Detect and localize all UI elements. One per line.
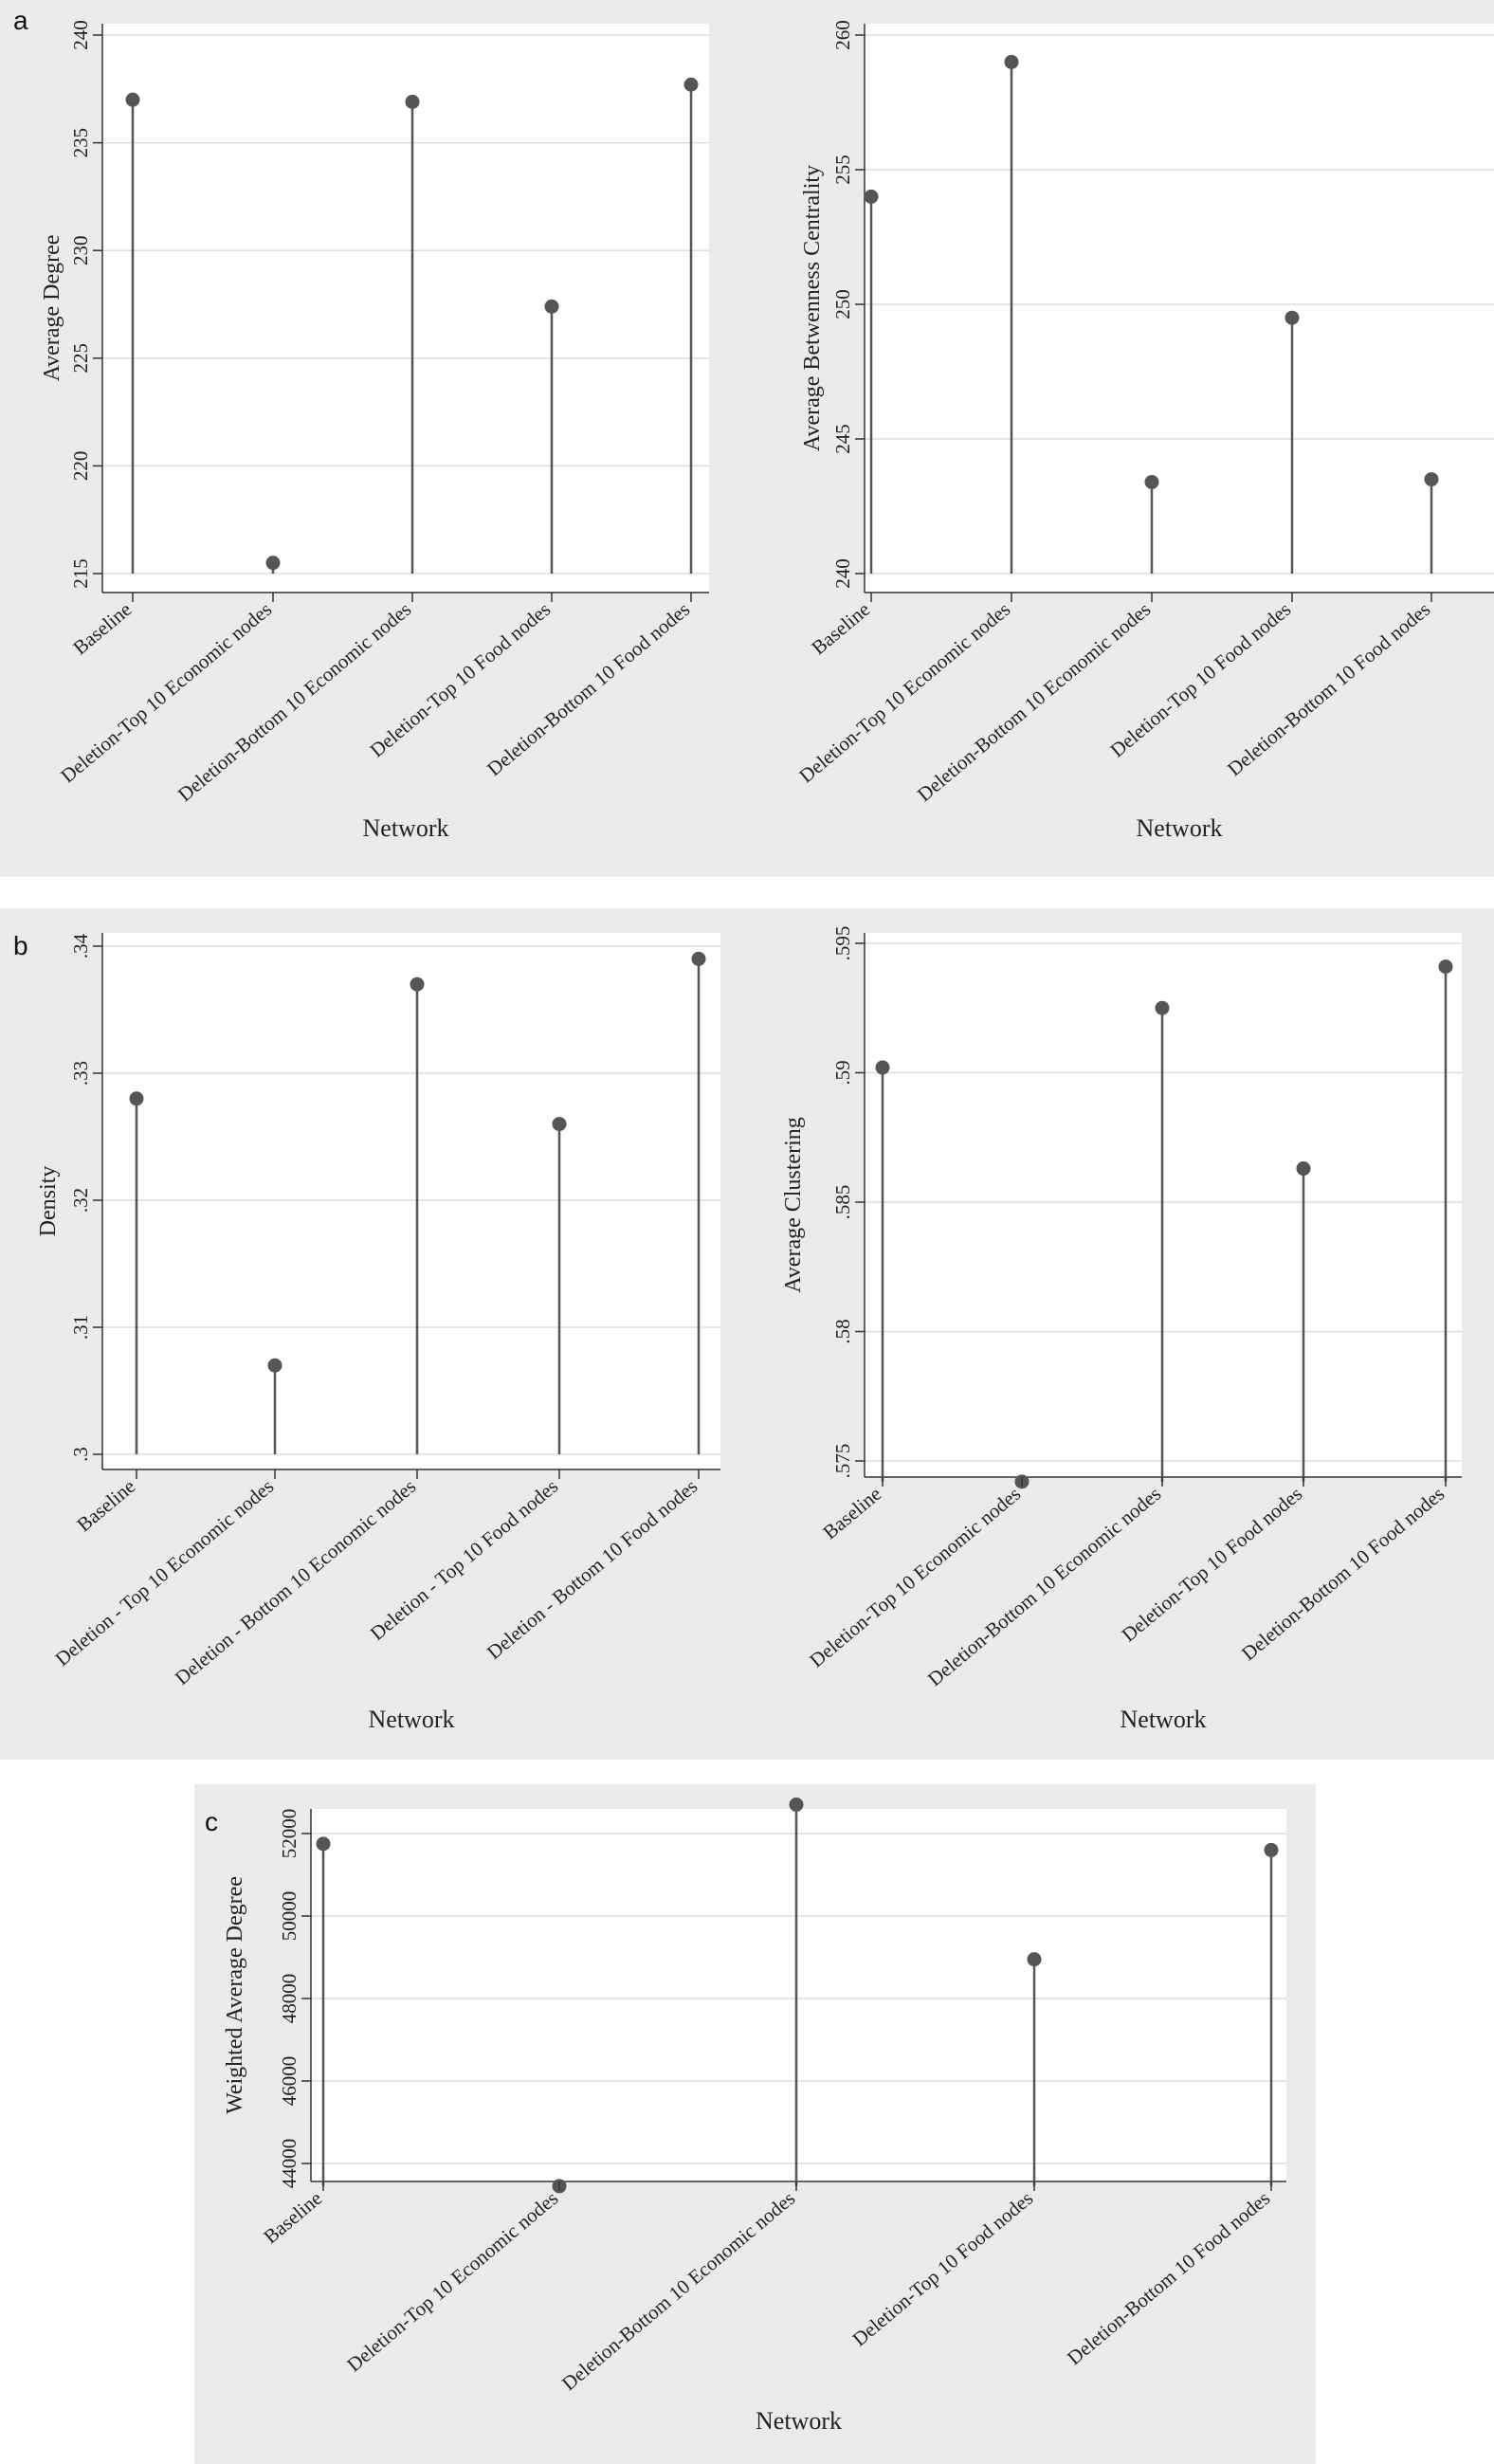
chart-average-clustering: .575 .58 .585 .59 .595 Average Clustering Base… xyxy=(781,926,1462,1733)
y-tick-label: 245 xyxy=(831,424,854,454)
y-tick-label: .33 xyxy=(69,1061,92,1086)
data-point xyxy=(789,1798,804,1813)
data-point xyxy=(125,92,140,107)
data-point xyxy=(1155,1000,1170,1015)
data-point xyxy=(864,189,879,204)
x-category-label: Deletion - Top 10 Economic nodes xyxy=(51,1474,279,1670)
y-axis-title: Weighted Average Degree xyxy=(223,1876,247,2114)
y-tick-label: 52000 xyxy=(278,1809,301,1859)
data-point xyxy=(552,1117,567,1132)
y-tick-label: .32 xyxy=(69,1188,92,1213)
y-tick-label: 220 xyxy=(69,451,92,482)
y-tick-label: 215 xyxy=(69,558,92,589)
y-axis-title: Average Clustering xyxy=(781,1117,806,1293)
y-tick-label: .575 xyxy=(831,1444,854,1479)
data-point xyxy=(544,299,559,314)
x-category-label: Baseline xyxy=(68,597,136,659)
y-tick-label: 230 xyxy=(69,235,92,265)
x-category-label: Deletion - Bottom 10 Economic nodes xyxy=(171,1474,420,1688)
data-point xyxy=(1438,959,1453,975)
x-category-label: Baseline xyxy=(259,2186,326,2248)
y-tick-label: 50000 xyxy=(278,1891,301,1942)
y-tick-label: 46000 xyxy=(278,2056,301,2107)
y-tick-label: 250 xyxy=(831,289,854,319)
y-tick-label: .58 xyxy=(831,1319,854,1343)
panel-a-label: a xyxy=(13,6,28,35)
x-category-label: Baseline xyxy=(72,1474,139,1536)
y-tick-label: 44000 xyxy=(278,2139,301,2189)
data-point xyxy=(875,1060,890,1075)
y-tick-label: 235 xyxy=(69,128,92,158)
y-tick-label: .3 xyxy=(69,1447,92,1462)
data-point xyxy=(410,976,425,992)
data-point xyxy=(265,556,281,571)
x-category-label: Deletion-Top 10 Economic nodes xyxy=(342,2186,562,2376)
data-point xyxy=(267,1358,282,1373)
data-point xyxy=(1144,474,1159,489)
x-category-label: Deletion-Bottom 10 Economic nodes xyxy=(173,597,415,806)
chart-average-betweenness-centrality: 240 245 250 255 260 Average Betwenness Centra… xyxy=(794,20,1494,842)
data-point xyxy=(691,951,706,966)
x-axis-title: Network xyxy=(1120,1706,1207,1733)
panel-c-label: c xyxy=(205,1807,218,1836)
chart-average-degree: 215 220 225 230 235 240 Average Degree Baseline… xyxy=(40,20,709,842)
plot-area xyxy=(865,24,1494,593)
data-point xyxy=(405,94,420,109)
data-point xyxy=(129,1091,144,1106)
y-tick-label: 240 xyxy=(69,20,92,50)
y-axis-title: Density xyxy=(36,1166,61,1237)
data-point xyxy=(1004,54,1019,69)
y-tick-label: 225 xyxy=(69,343,92,374)
y-tick-label: .595 xyxy=(831,926,854,961)
y-tick-label: .31 xyxy=(69,1315,92,1340)
x-category-label: Deletion-Bottom 10 Economic nodes xyxy=(923,1482,1165,1690)
y-tick-label: 255 xyxy=(831,155,854,185)
data-point xyxy=(1296,1161,1311,1177)
data-point xyxy=(316,1836,331,1852)
x-category-label: Deletion-Bottom 10 Economic nodes xyxy=(913,597,1155,806)
x-category-label: Baseline xyxy=(807,597,874,659)
y-tick-label: 240 xyxy=(831,558,854,589)
chart-weighted-average-degree: 44000 46000 48000 50000 52000 Weighted Averag… xyxy=(223,1798,1286,2435)
y-tick-label: 48000 xyxy=(278,1974,301,2024)
data-point xyxy=(1027,1952,1042,1967)
x-category-label: Deletion-Top 10 Food nodes xyxy=(847,2186,1037,2350)
y-tick-label: .585 xyxy=(831,1185,854,1220)
x-axis-title: Network xyxy=(369,1706,455,1733)
y-axis-title: Average Betwenness Centrality xyxy=(800,165,825,451)
x-category-label: Deletion-Bottom 10 Economic nodes xyxy=(557,2186,799,2395)
y-tick-label: .59 xyxy=(831,1060,854,1085)
x-category-label: Deletion-Bottom 10 Food nodes xyxy=(1063,2186,1274,2369)
plot-area xyxy=(311,1809,1286,2181)
x-axis-title: Network xyxy=(756,2407,842,2435)
data-point xyxy=(1424,472,1439,487)
panel-b-label: b xyxy=(13,931,28,960)
y-tick-label: 260 xyxy=(831,20,854,50)
data-point xyxy=(1264,1842,1279,1857)
data-point xyxy=(1284,310,1300,325)
plot-area xyxy=(102,933,720,1469)
x-axis-title: Network xyxy=(1137,814,1223,842)
y-axis-title: Average Degree xyxy=(40,235,64,382)
data-point xyxy=(683,77,699,92)
x-axis-title: Network xyxy=(363,814,449,842)
y-tick-label: .34 xyxy=(69,933,92,958)
plot-area xyxy=(102,24,709,593)
x-category-label: Baseline xyxy=(818,1482,885,1543)
